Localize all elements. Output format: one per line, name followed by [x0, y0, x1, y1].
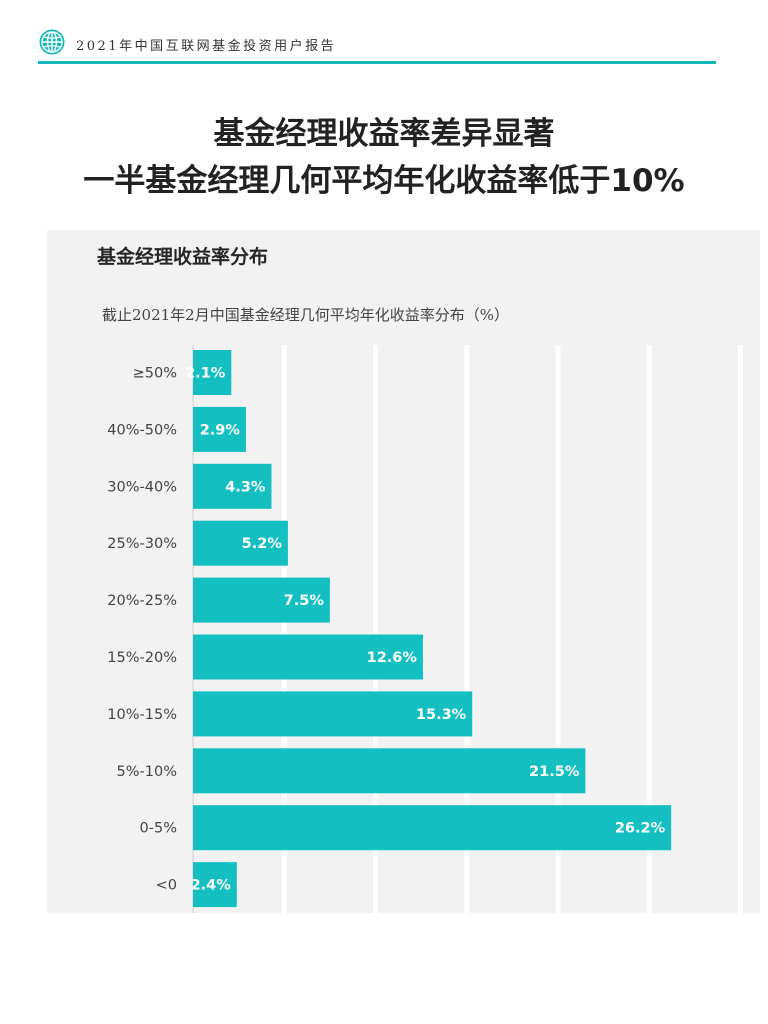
chart-subtitle: 截止2021年2月中国基金经理几何平均年化收益率分布（%） — [102, 306, 509, 324]
category-label: 40%-50% — [107, 422, 177, 438]
data-label: 2.9% — [200, 422, 241, 438]
category-label: <0 — [156, 878, 177, 894]
data-label: 21.5% — [529, 764, 580, 780]
category-label: ≥50% — [133, 366, 177, 382]
data-label: 2.4% — [191, 878, 232, 894]
bar-chart: ≥50% 2.1% 40%-50% 2.9% 30%-40% 4.3% 25%-30% 5.2… — [107, 345, 743, 913]
bar — [193, 520, 288, 566]
category-label: 0-5% — [140, 821, 177, 837]
panel-title: 基金经理收益率分布 — [97, 246, 269, 268]
category-label: 20%-25% — [107, 593, 177, 609]
bar — [193, 350, 232, 395]
bar — [193, 577, 330, 623]
category-label: 5%-10% — [117, 764, 177, 780]
category-label: 15%-20% — [107, 650, 177, 666]
bar — [193, 862, 237, 908]
gridline — [464, 345, 470, 913]
data-label: 2.1% — [185, 366, 226, 382]
gridline — [738, 345, 743, 913]
report-title: 2021年中国互联网基金投资用户报告 — [76, 39, 337, 54]
category-label: 10%-15% — [107, 707, 177, 723]
gridline — [646, 345, 652, 913]
header-divider — [38, 61, 716, 64]
category-label: 25%-30% — [107, 536, 177, 552]
chart-panel: 基金经理收益率分布 截止2021年2月中国基金经理几何平均年化收益率分布（%） … — [47, 230, 760, 913]
bar — [193, 634, 423, 680]
gridline — [555, 345, 561, 913]
category-label: 30%-40% — [107, 479, 177, 495]
bar — [193, 805, 672, 851]
gridline — [281, 345, 287, 913]
data-label: 5.2% — [242, 536, 283, 552]
bar — [193, 463, 272, 509]
data-label: 4.3% — [225, 479, 266, 495]
bar — [193, 748, 586, 794]
headline-line-2: 一半基金经理几何平均年化收益率低于10% — [83, 163, 685, 199]
data-label: 15.3% — [416, 707, 467, 723]
headline-line-1: 基金经理收益率差异显著 — [213, 116, 555, 152]
data-label: 7.5% — [284, 593, 325, 609]
data-label: 26.2% — [615, 821, 666, 837]
data-label: 12.6% — [367, 650, 418, 666]
bar — [193, 691, 473, 737]
globe-icon — [39, 29, 65, 55]
report-header: 2021年中国互联网基金投资用户报告 — [38, 28, 716, 64]
gridline — [373, 345, 378, 913]
bar — [193, 406, 246, 452]
